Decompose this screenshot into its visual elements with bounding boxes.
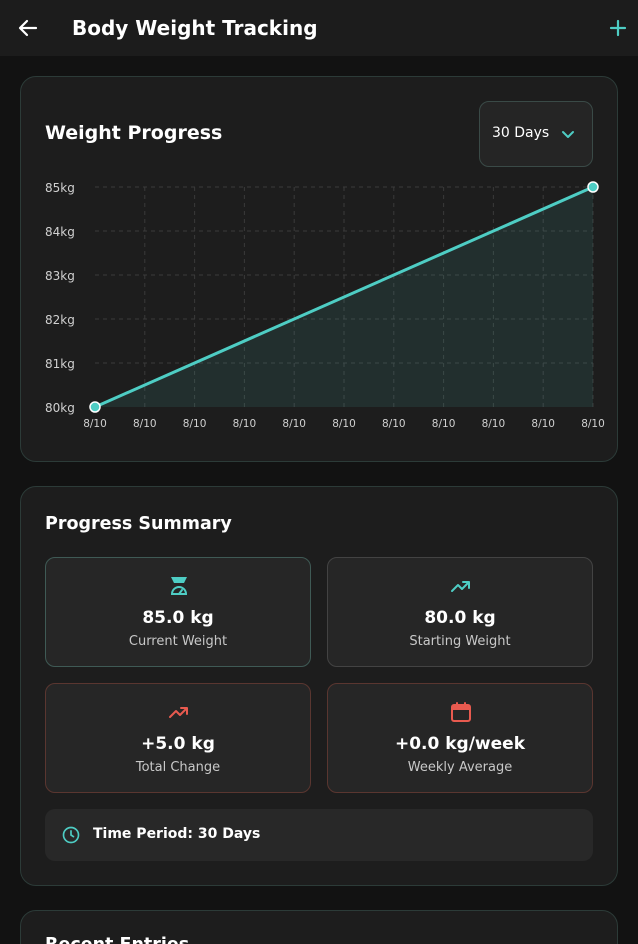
app-bar: Body Weight Tracking	[0, 0, 638, 56]
y-tick-label: 82kg	[45, 313, 75, 327]
x-tick-label: 8/10	[382, 418, 406, 430]
weight-progress-title: Weight Progress	[45, 122, 223, 144]
x-tick-label: 8/10	[531, 418, 555, 430]
x-tick-label: 8/10	[282, 418, 306, 430]
progress-summary-title: Progress Summary	[45, 514, 232, 534]
x-tick-label: 8/10	[233, 418, 257, 430]
y-tick-label: 83kg	[45, 269, 75, 283]
clock-icon	[62, 826, 80, 844]
x-tick-label: 8/10	[482, 418, 506, 430]
y-tick-label: 84kg	[45, 225, 75, 239]
stat-value: +5.0 kg	[141, 734, 215, 754]
stat-label: Weekly Average	[407, 760, 513, 775]
trending-up-icon	[451, 581, 470, 592]
weight-progress-card: Weight Progress 30 Days 85kg 84kg 83kg 82kg…	[20, 76, 618, 462]
trending-up-icon	[169, 707, 188, 718]
y-tick-label: 85kg	[45, 181, 75, 195]
stat-total-change: +5.0 kg Total Change	[45, 683, 311, 793]
range-dropdown-value: 30 Days	[492, 125, 550, 141]
progress-summary-card: Progress Summary 85.0 kg Current Weight …	[20, 486, 618, 886]
stat-weekly-average: +0.0 kg/week Weekly Average	[327, 683, 593, 793]
stat-current-weight: 85.0 kg Current Weight	[45, 557, 311, 667]
x-tick-label: 8/10	[581, 418, 605, 430]
y-tick-label: 80kg	[45, 401, 75, 415]
stat-label: Total Change	[135, 760, 221, 775]
stat-label: Starting Weight	[409, 634, 511, 649]
range-dropdown[interactable]: 30 Days	[479, 101, 593, 167]
page-title: Body Weight Tracking	[72, 16, 318, 40]
x-tick-label: 8/10	[83, 418, 107, 430]
data-point	[89, 401, 101, 413]
calendar-icon	[451, 702, 471, 722]
stat-value: 80.0 kg	[424, 608, 496, 628]
arrow-left-icon[interactable]	[16, 16, 40, 40]
scale-icon	[170, 577, 188, 595]
stat-value: +0.0 kg/week	[394, 734, 526, 754]
x-tick-label: 8/10	[332, 418, 356, 430]
stat-starting-weight: 80.0 kg Starting Weight	[327, 557, 593, 667]
y-tick-label: 81kg	[45, 357, 75, 371]
plus-icon[interactable]	[606, 16, 630, 40]
stat-value: 85.0 kg	[142, 608, 214, 628]
chevron-down-icon	[562, 131, 574, 138]
time-period-text: Time Period: 30 Days	[93, 826, 261, 842]
x-tick-label: 8/10	[432, 418, 456, 430]
recent-entries-card: Recent Entries	[20, 910, 618, 944]
stat-label: Current Weight	[128, 634, 228, 649]
series-line	[93, 185, 595, 409]
x-tick-label: 8/10	[183, 418, 207, 430]
x-tick-label: 8/10	[133, 418, 157, 430]
weight-chart: 85kg 84kg 83kg 82kg 81kg 80kg 8/10 8/10 8/10 8/10…	[45, 181, 605, 430]
data-point	[587, 181, 599, 193]
recent-entries-title: Recent Entries	[45, 935, 189, 944]
time-period-banner: Time Period: 30 Days	[45, 809, 593, 861]
